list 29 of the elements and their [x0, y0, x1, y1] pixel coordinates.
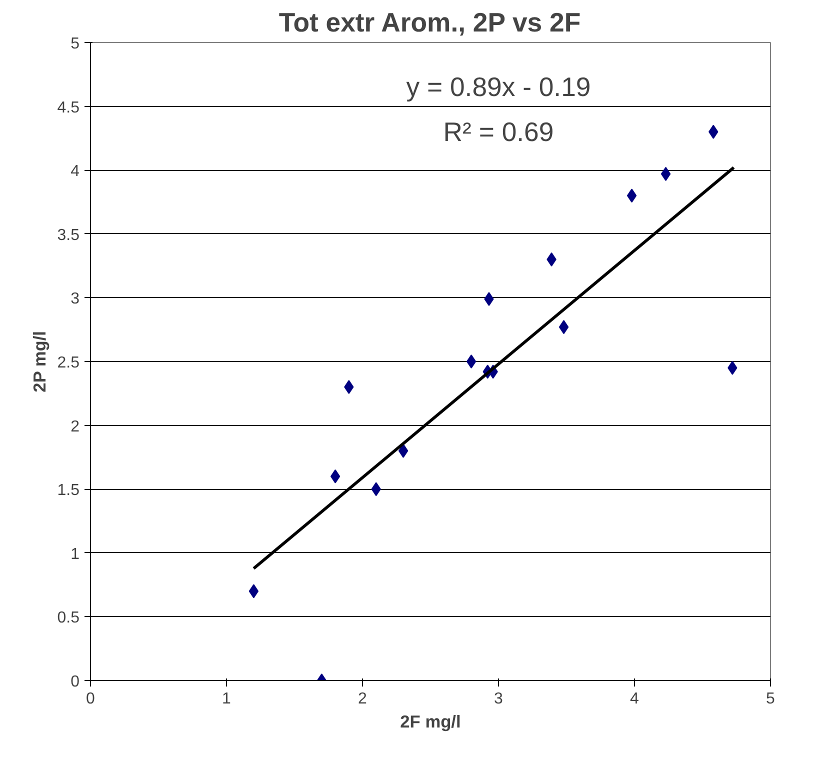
x-tick-label: 0: [86, 690, 96, 708]
annotation: R² = 0.69: [443, 116, 554, 147]
y-tick-label: 5: [70, 36, 80, 52]
x-axis-title: 2F mg/l: [400, 712, 461, 732]
x-tick-label: 2: [358, 690, 368, 708]
y-tick-label: 3.5: [57, 226, 80, 244]
x-tick-label: 1: [222, 690, 232, 708]
x-tick-label: 5: [766, 690, 776, 708]
y-tick-label: 0.5: [57, 610, 80, 627]
y-tick-label: 4.5: [57, 99, 80, 116]
point: [558, 320, 569, 334]
point: [398, 444, 408, 458]
y-tick-label: 1: [70, 546, 80, 563]
y-tick-label: 1.5: [57, 482, 80, 500]
y-tick-label: 4: [70, 163, 80, 180]
y-tick-label: 2.5: [57, 354, 80, 372]
point: [466, 354, 476, 368]
y-axis-title: 2P mg/l: [29, 330, 50, 392]
y-tick-label: 3: [70, 290, 80, 308]
x-tick-label: 3: [494, 690, 504, 708]
x-tick-label: 4: [630, 690, 640, 708]
chart-title: Tot extr Arom., 2P vs 2F: [278, 8, 581, 38]
point: [660, 166, 671, 181]
point: [330, 469, 340, 484]
y-tick-label: 0: [70, 674, 80, 690]
y-tick-label: 2: [70, 418, 80, 436]
annotation: y = 0.89x - 0.19: [406, 72, 591, 102]
point: [626, 188, 637, 203]
point: [248, 584, 259, 598]
